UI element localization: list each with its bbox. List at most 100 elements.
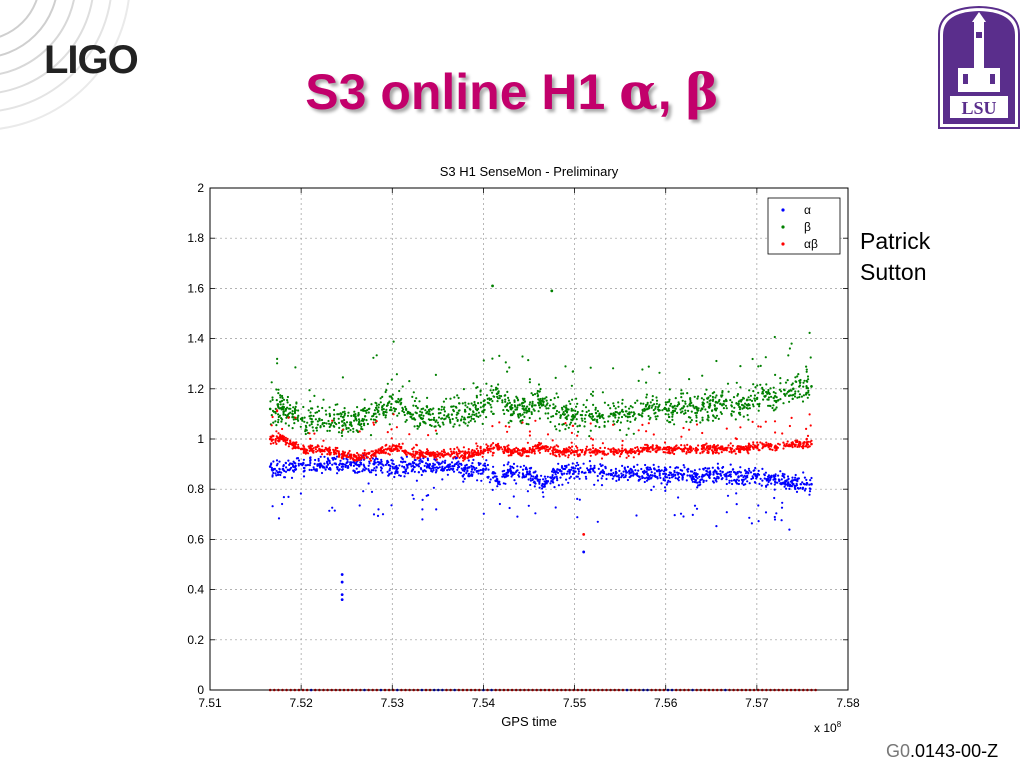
data-point (810, 442, 813, 446)
data-point (428, 454, 431, 457)
data-point (633, 450, 636, 453)
data-point (512, 410, 515, 413)
data-point (600, 477, 603, 480)
data-point (456, 468, 459, 471)
data-point (470, 402, 473, 405)
data-point (680, 444, 683, 447)
data-point (451, 465, 454, 468)
data-point (456, 446, 459, 449)
data-point (803, 379, 806, 382)
data-point (588, 460, 591, 463)
data-point (730, 412, 733, 416)
data-point (333, 417, 336, 420)
data-point (547, 450, 550, 453)
data-point (790, 416, 793, 419)
data-point (466, 466, 469, 469)
document-id-hidden: G0 (886, 741, 911, 761)
data-point (439, 425, 442, 428)
data-point (564, 451, 567, 454)
legend-marker (781, 242, 785, 246)
data-point (367, 452, 370, 455)
data-point (379, 397, 382, 400)
data-point (401, 409, 404, 413)
data-point (397, 397, 400, 401)
data-point (797, 373, 800, 376)
data-point (654, 411, 657, 414)
data-point (354, 413, 357, 416)
data-point (476, 386, 479, 389)
data-point (471, 413, 474, 416)
data-point (554, 448, 557, 451)
data-point (584, 414, 587, 417)
data-point (413, 399, 416, 403)
data-point (333, 413, 336, 416)
data-point (599, 446, 602, 450)
data-point (418, 459, 421, 462)
data-point (808, 413, 811, 416)
data-point (448, 418, 452, 421)
data-point (395, 466, 398, 469)
data-point (326, 460, 329, 463)
data-point (527, 359, 530, 362)
data-point (632, 432, 635, 435)
data-point (449, 397, 452, 400)
data-point (745, 406, 748, 409)
data-point (759, 477, 762, 480)
data-point (352, 458, 355, 461)
data-point (309, 447, 312, 450)
data-point (799, 381, 802, 384)
data-point (647, 365, 650, 368)
lsu-logo-text: LSU (961, 98, 996, 118)
data-point (509, 465, 512, 468)
data-point (739, 474, 743, 477)
data-point (470, 464, 473, 467)
data-point (286, 401, 289, 404)
data-point (746, 414, 749, 417)
data-point (576, 446, 579, 449)
data-point (556, 468, 559, 471)
data-point (412, 417, 416, 420)
data-point (419, 455, 422, 458)
data-point (579, 413, 582, 417)
data-point (571, 419, 574, 422)
data-point (752, 441, 755, 444)
data-point (331, 419, 334, 422)
data-point (653, 472, 656, 475)
data-point (405, 408, 408, 411)
data-point (607, 420, 610, 423)
data-point (805, 478, 808, 481)
data-point (538, 404, 541, 407)
data-point (281, 435, 284, 438)
data-point (528, 467, 531, 470)
data-point (767, 388, 770, 392)
data-point (402, 471, 405, 474)
data-point (800, 395, 804, 398)
data-point (773, 477, 777, 481)
data-point (741, 407, 744, 410)
data-point (802, 442, 805, 445)
data-point (752, 447, 755, 450)
data-point (461, 450, 464, 453)
data-point (477, 449, 480, 452)
data-point (345, 464, 348, 467)
data-point (644, 463, 647, 467)
data-point (718, 398, 721, 402)
data-point (401, 442, 404, 445)
data-point (577, 472, 580, 475)
data-point (394, 470, 397, 473)
data-point (695, 451, 698, 454)
data-point (647, 405, 651, 408)
data-point (491, 391, 494, 394)
data-point (450, 467, 453, 470)
data-point (685, 420, 688, 423)
data-point (554, 405, 557, 408)
data-point (421, 518, 424, 521)
data-point (551, 480, 554, 483)
data-point (337, 421, 341, 424)
data-point (394, 447, 397, 451)
data-point (338, 463, 341, 466)
data-point (318, 462, 321, 466)
data-point (516, 397, 519, 400)
data-point (284, 461, 287, 464)
data-point (492, 465, 495, 468)
